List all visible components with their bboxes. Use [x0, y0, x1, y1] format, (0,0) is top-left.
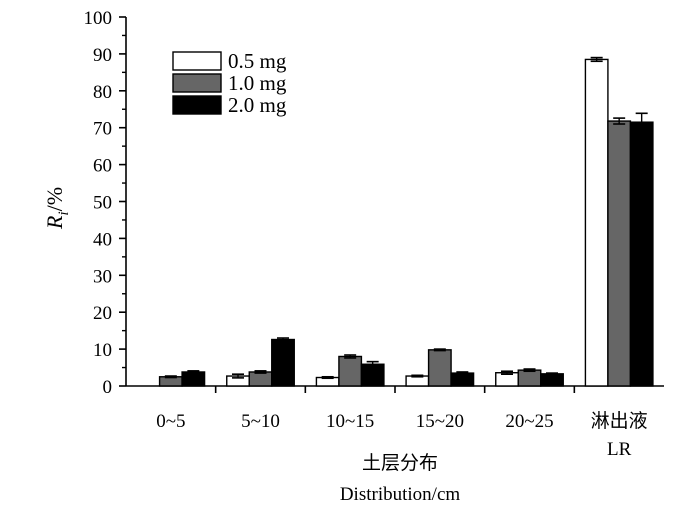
bar: [248, 371, 273, 387]
x-axis-title-zh: 土层分布: [362, 452, 438, 474]
bar: [271, 338, 295, 387]
legend-label: 2.0 mg: [228, 93, 287, 117]
y-tick-label: 80: [93, 82, 112, 103]
x-axis: [126, 385, 664, 393]
y-tick-label: 90: [93, 45, 112, 66]
bar: [540, 373, 564, 387]
legend-swatch: [172, 73, 222, 93]
y-tick-labels: 0 10 20 30 40 50 60 70 80 90 100: [84, 8, 113, 398]
y-tick-label: 0: [103, 377, 113, 398]
x-tick-label: 淋出液: [591, 410, 648, 432]
bar: [450, 372, 475, 387]
y-tick-label: 50: [93, 193, 112, 214]
legend-swatch: [172, 51, 222, 71]
y-axis-title-unit: /%: [42, 187, 67, 211]
y-tick-label: 40: [93, 229, 112, 250]
bar: [427, 349, 452, 387]
bars: [158, 58, 654, 387]
bar: [607, 120, 632, 387]
x-tick-labels: 0~5 5~10 10~15 15~20 20~25 淋出液 LR: [156, 410, 647, 460]
x-tick-label: 0~5: [156, 411, 185, 432]
error-bars: [164, 56, 648, 380]
y-tick-label: 10: [93, 340, 112, 361]
y-tick-label: 100: [84, 8, 113, 29]
bar: [629, 121, 654, 387]
bar: [584, 58, 609, 387]
x-tick-label: 5~10: [241, 411, 280, 432]
y-axis-title-main: R: [42, 215, 67, 230]
legend-label: 0.5 mg: [228, 49, 287, 73]
legend: 0.5 mg1.0 mg2.0 mg: [172, 49, 287, 117]
y-axis: [119, 16, 127, 387]
x-tick-label: LR: [607, 439, 632, 460]
x-tick-label: 10~15: [326, 411, 374, 432]
bar: [338, 355, 363, 387]
x-tick-label: 20~25: [505, 411, 553, 432]
x-axis-title-en: Distribution/cm: [340, 484, 461, 505]
y-axis-title: Ri/%: [42, 187, 72, 230]
x-tick-label: 15~20: [416, 411, 464, 432]
y-tick-label: 70: [93, 119, 112, 140]
bar: [181, 371, 206, 387]
y-tick-label: 30: [93, 266, 112, 287]
y-tick-label: 60: [93, 156, 112, 177]
bar: [517, 369, 542, 387]
legend-swatch: [172, 95, 222, 115]
y-tick-label: 20: [93, 303, 112, 324]
y-axis-title-sub: i: [56, 211, 72, 215]
legend-label: 1.0 mg: [228, 71, 287, 95]
